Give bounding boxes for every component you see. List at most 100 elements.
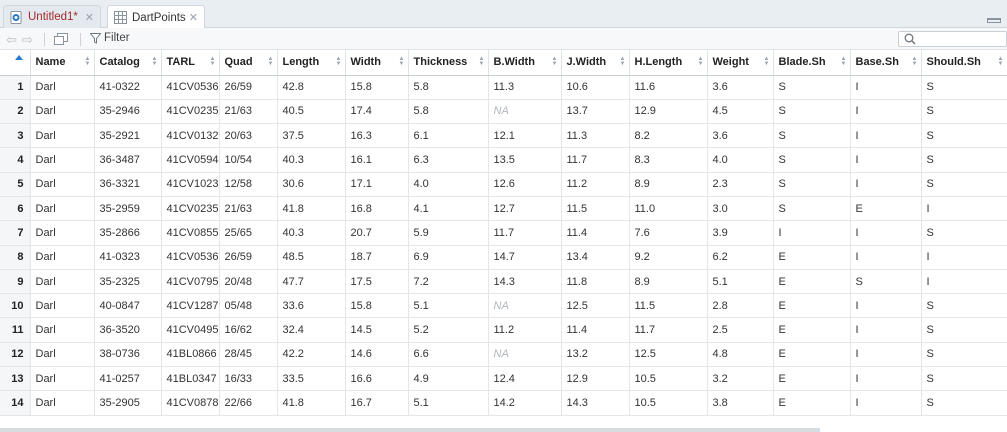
column-header-h-length[interactable]: H.Length ▲ ▼: [629, 50, 708, 76]
table-cell[interactable]: 12.5: [561, 293, 630, 319]
table-cell[interactable]: 41CV0795: [161, 269, 220, 295]
table-cell[interactable]: E: [773, 342, 851, 368]
table-cell[interactable]: 3.6: [707, 75, 774, 100]
table-cell[interactable]: I: [921, 245, 1007, 270]
table-cell[interactable]: S: [773, 99, 851, 125]
table-cell[interactable]: 13.5: [488, 147, 562, 173]
table-row[interactable]: 5 Darl 36-3321 41CV1023 12/58 30.6 17.1 4.0 12.6…: [0, 172, 1007, 197]
table-cell[interactable]: 41CV0536: [161, 245, 220, 270]
table-cell[interactable]: E: [773, 269, 851, 295]
table-cell[interactable]: Darl: [30, 220, 95, 246]
table-cell[interactable]: S: [921, 123, 1007, 149]
column-header-name[interactable]: Name ▲ ▼: [30, 50, 95, 76]
table-cell[interactable]: 15.8: [345, 75, 409, 100]
table-row[interactable]: 6 Darl 35-2959 41CV0235 21/63 41.8 16.8 4.1 12.7…: [0, 196, 1007, 222]
table-cell[interactable]: Darl: [30, 390, 95, 416]
table-row[interactable]: 10 Darl 40-0847 41CV1287 05/48 33.6 15.8 5.1 NA 1…: [0, 293, 1007, 319]
table-cell[interactable]: 10/54: [219, 147, 278, 173]
table-row[interactable]: 2 Darl 35-2946 41CV0235 21/63 40.5 17.4 5.8 NA 13…: [0, 99, 1007, 125]
table-cell[interactable]: 11.2: [561, 172, 630, 197]
table-cell[interactable]: 4.1: [408, 196, 489, 222]
table-cell[interactable]: Darl: [30, 245, 95, 270]
table-cell[interactable]: 11.4: [561, 317, 630, 343]
table-row[interactable]: 12 Darl 38-0736 41BL0866 28/45 42.2 14.6 6.6 NA 1…: [0, 342, 1007, 368]
table-cell[interactable]: 2.5: [707, 317, 774, 343]
table-cell[interactable]: 35-2325: [94, 269, 162, 295]
table-cell[interactable]: 2.3: [707, 172, 774, 197]
table-cell[interactable]: I: [773, 220, 851, 246]
table-cell[interactable]: 12.6: [488, 172, 562, 197]
table-cell[interactable]: 3.9: [707, 220, 774, 246]
table-cell[interactable]: 41CV0878: [161, 390, 220, 416]
filter-icon[interactable]: [90, 33, 101, 44]
table-cell[interactable]: NA: [488, 293, 562, 319]
table-cell[interactable]: 41.8: [277, 390, 346, 416]
table-cell[interactable]: 40-0847: [94, 293, 162, 319]
column-header-weight[interactable]: Weight ▲ ▼: [707, 50, 774, 76]
table-cell[interactable]: S: [921, 172, 1007, 197]
table-cell[interactable]: 36-3520: [94, 317, 162, 343]
table-cell[interactable]: 4.0: [408, 172, 489, 197]
sort-icon[interactable]: ▲ ▼: [478, 56, 485, 67]
table-cell[interactable]: S: [773, 172, 851, 197]
table-cell[interactable]: 20/63: [219, 123, 278, 149]
table-cell[interactable]: E: [773, 245, 851, 270]
column-header-length[interactable]: Length ▲ ▼: [277, 50, 346, 76]
table-cell[interactable]: S: [773, 123, 851, 149]
table-cell[interactable]: 12.1: [488, 123, 562, 149]
table-cell[interactable]: Darl: [30, 99, 95, 125]
table-cell[interactable]: 11.2: [488, 317, 562, 343]
table-cell[interactable]: 35-2905: [94, 390, 162, 416]
table-cell[interactable]: 14.7: [488, 245, 562, 270]
table-cell[interactable]: S: [921, 390, 1007, 416]
sort-icon[interactable]: ▲ ▼: [84, 56, 91, 67]
show-in-window-icon[interactable]: [54, 33, 68, 45]
table-cell[interactable]: 41CV0594: [161, 147, 220, 173]
table-row[interactable]: 1 Darl 41-0322 41CV0536 26/59 42.8 15.8 5.8 11.3…: [0, 75, 1007, 100]
table-cell[interactable]: 21/63: [219, 196, 278, 222]
table-cell[interactable]: 12.7: [488, 196, 562, 222]
table-cell[interactable]: 35-2946: [94, 99, 162, 125]
close-icon[interactable]: ✕: [188, 12, 198, 24]
table-cell[interactable]: Darl: [30, 123, 95, 149]
table-cell[interactable]: S: [773, 196, 851, 222]
table-cell[interactable]: S: [921, 342, 1007, 368]
table-cell[interactable]: 36-3487: [94, 147, 162, 173]
table-cell[interactable]: Darl: [30, 293, 95, 319]
table-row[interactable]: 14 Darl 35-2905 41CV0878 22/66 41.8 16.7 5.1 14.…: [0, 390, 1007, 416]
table-cell[interactable]: 33.6: [277, 293, 346, 319]
table-cell[interactable]: 32.4: [277, 317, 346, 343]
table-cell[interactable]: E: [773, 317, 851, 343]
table-cell[interactable]: 3.6: [707, 123, 774, 149]
table-cell[interactable]: Darl: [30, 75, 95, 100]
table-cell[interactable]: 5.1: [707, 269, 774, 295]
table-cell[interactable]: 13.2: [561, 342, 630, 368]
back-arrow-icon[interactable]: ⇦: [6, 32, 17, 47]
sort-icon[interactable]: ▲ ▼: [763, 56, 770, 67]
table-cell[interactable]: 42.2: [277, 342, 346, 368]
column-header-quad[interactable]: Quad ▲ ▼: [219, 50, 278, 76]
table-row[interactable]: 3 Darl 35-2921 41CV0132 20/63 37.5 16.3 6.1 12.1…: [0, 123, 1007, 149]
table-cell[interactable]: 16.7: [345, 390, 409, 416]
table-cell[interactable]: 41CV0132: [161, 123, 220, 149]
table-cell[interactable]: 6.3: [408, 147, 489, 173]
table-cell[interactable]: 35-2959: [94, 196, 162, 222]
table-cell[interactable]: I: [850, 220, 922, 246]
table-cell[interactable]: 41-0322: [94, 75, 162, 100]
table-cell[interactable]: 36-3321: [94, 172, 162, 197]
table-cell[interactable]: 41BL0866: [161, 342, 220, 368]
table-cell[interactable]: 3.8: [707, 390, 774, 416]
table-cell[interactable]: E: [773, 390, 851, 416]
table-cell[interactable]: 5.9: [408, 220, 489, 246]
table-cell[interactable]: NA: [488, 99, 562, 125]
table-cell[interactable]: 41CV0235: [161, 99, 220, 125]
table-cell[interactable]: 11.3: [488, 75, 562, 100]
sort-icon[interactable]: ▲ ▼: [997, 56, 1004, 67]
table-cell[interactable]: 21/63: [219, 99, 278, 125]
column-header-catalog[interactable]: Catalog ▲ ▼: [94, 50, 162, 76]
table-cell[interactable]: Darl: [30, 147, 95, 173]
table-cell[interactable]: I: [850, 245, 922, 270]
table-cell[interactable]: 5.1: [408, 390, 489, 416]
table-cell[interactable]: 3.0: [707, 196, 774, 222]
table-cell[interactable]: Darl: [30, 196, 95, 222]
